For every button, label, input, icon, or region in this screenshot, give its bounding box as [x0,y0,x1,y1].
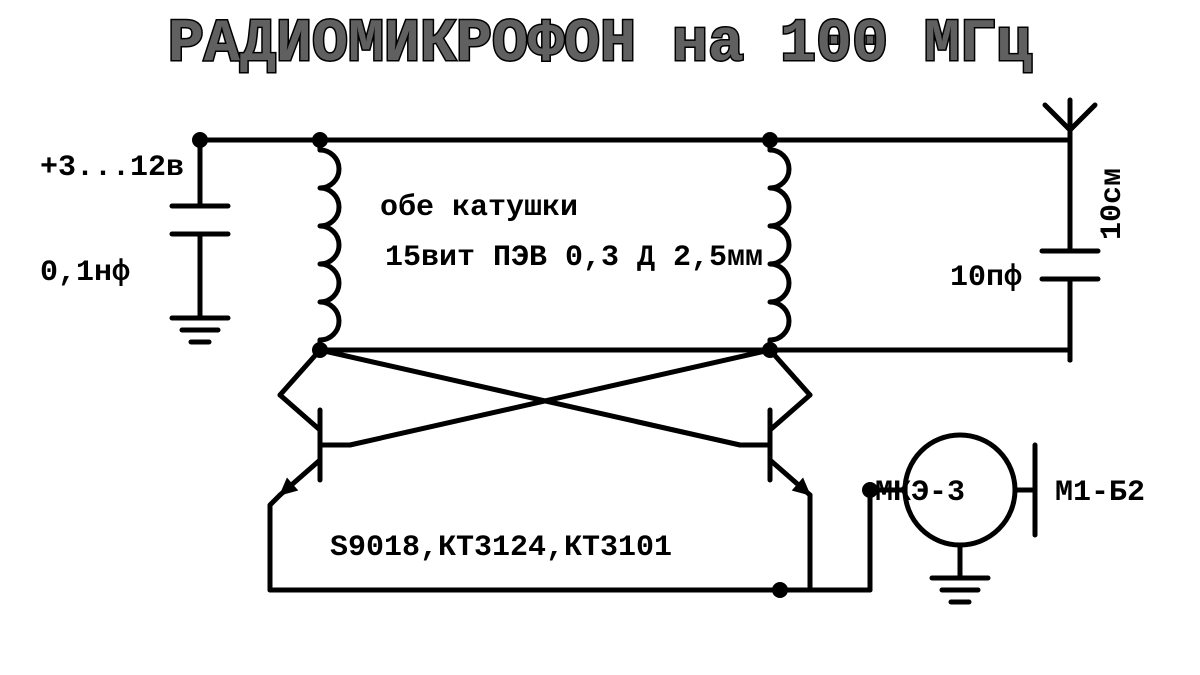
label-transistors: S9018,КТ3124,КТ3101 [330,531,672,565]
cross-1 [350,350,770,445]
coil-l1 [320,150,339,340]
q2-col-to-mid [770,350,810,395]
junction-dot [312,132,328,148]
junction-dot [762,342,778,358]
cross-2 [320,350,740,445]
label-c-out: 10пф [950,261,1022,295]
label-mic-in: МКЭ-3 [875,476,965,510]
junction-dot [192,132,208,148]
q1-collector [280,395,320,430]
junction-dot [312,342,328,358]
label-c-in: 0,1нф [40,256,130,290]
title: РАДИОМИКРОФОН на 100 МГц [168,11,1032,79]
coil-l2 [770,150,789,340]
label-mic-out: М1-Б2 [1055,476,1145,510]
junction-dot [762,132,778,148]
label-antenna: 10см [1096,168,1130,240]
label-vsupply: +3...12в [40,151,184,185]
q1-col-to-mid [280,350,320,395]
label-coils-1: обе катушки [380,191,578,225]
q1-e-down [270,495,280,590]
junction-dot [772,582,788,598]
circuit-schematic: РАДИОМИКРОФОН на 100 МГц +3...12в 0,1нф обе… [0,0,1200,675]
q2-collector [770,395,810,430]
antenna-icon [1045,100,1095,130]
label-coils-2: 15вит ПЭВ 0,3 Д 2,5мм [385,241,763,275]
